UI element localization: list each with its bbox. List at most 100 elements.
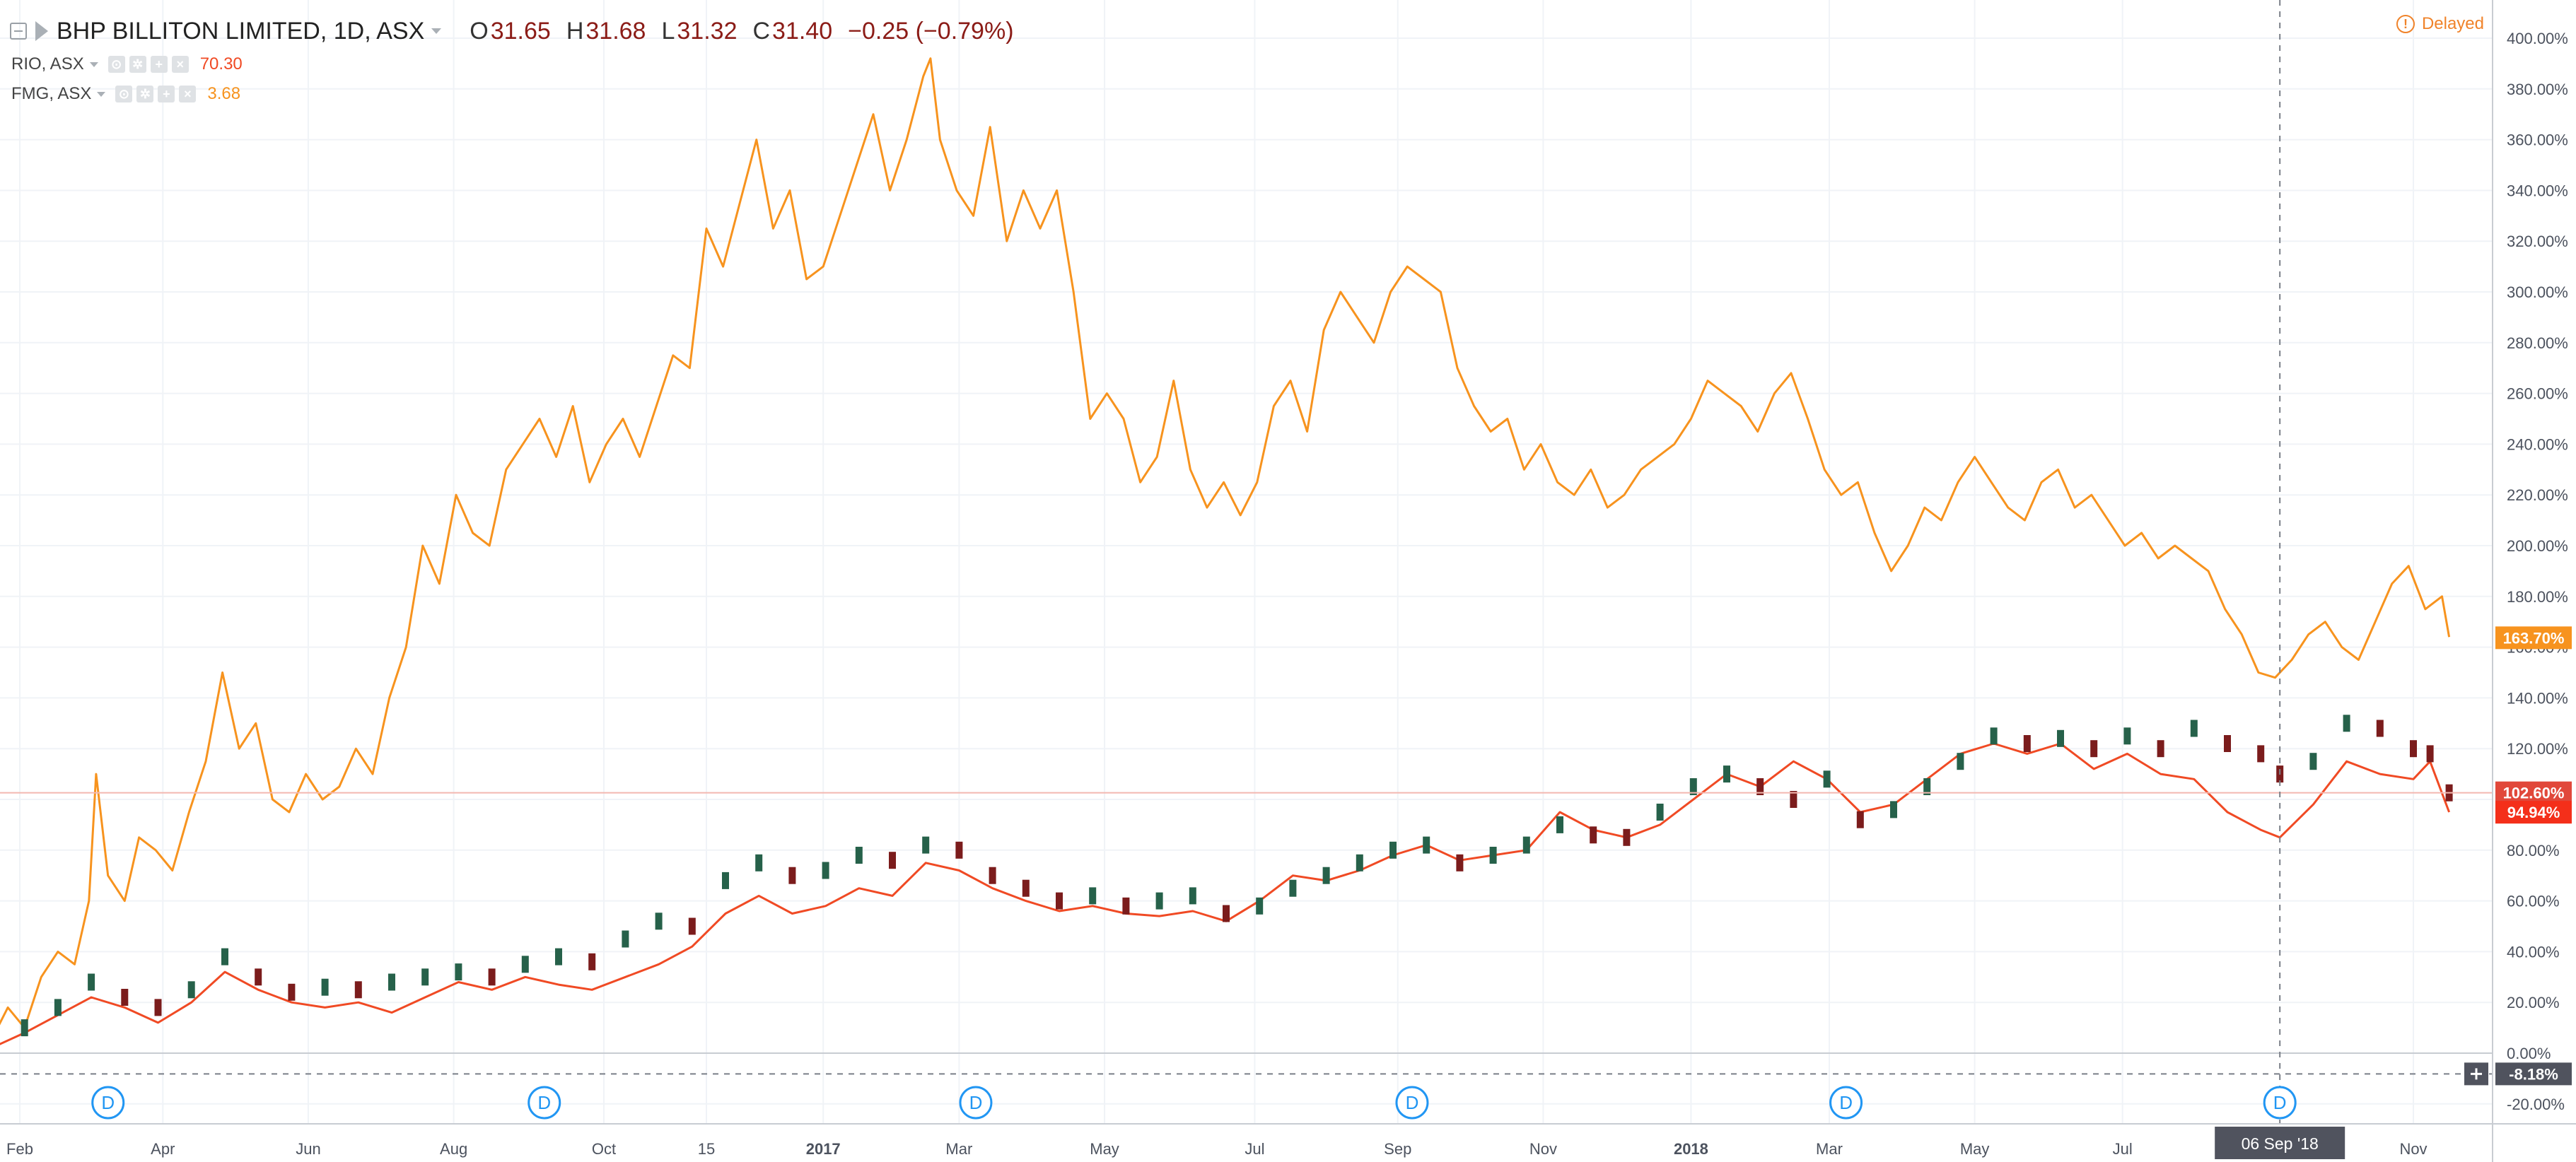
x-tick-label: 2017 — [806, 1140, 841, 1158]
crosshair-date-label: 06 Sep '18 — [2242, 1134, 2319, 1153]
low-label: L — [661, 17, 675, 45]
candle-bar — [1723, 765, 1730, 783]
candle-bar — [1189, 887, 1196, 905]
y-tick-label: 180.00% — [2507, 588, 2568, 606]
candle-bar — [21, 1019, 28, 1037]
y-tick-label: 80.00% — [2507, 842, 2560, 859]
candle-bar — [1556, 816, 1563, 833]
gear-icon[interactable]: ✲ — [136, 86, 154, 102]
close-icon[interactable]: × — [171, 56, 189, 73]
candle-bar — [1456, 854, 1464, 872]
price-tag — [2495, 1062, 2572, 1086]
chevron-down-icon[interactable] — [97, 91, 106, 97]
candle-bar — [1756, 778, 1764, 795]
candle-bar — [455, 963, 462, 981]
open-label: O — [470, 17, 489, 45]
candle-bar — [421, 968, 429, 986]
candle-bar — [221, 948, 228, 966]
y-tick-label: 120.00% — [2507, 740, 2568, 758]
price-tag-label: 163.70% — [2503, 629, 2565, 647]
series-line-fmg — [0, 57, 2451, 1029]
compare-series-legend-fmg: FMG, ASX ⊙ ✲ + × 3.68 — [10, 79, 1014, 109]
close-value: 31.40 — [772, 17, 833, 45]
candle-bar — [1322, 867, 1330, 884]
chevron-down-icon[interactable] — [89, 61, 98, 67]
candle-bar — [354, 981, 362, 999]
candle-bar — [2309, 753, 2317, 770]
y-tick-label: 360.00% — [2507, 131, 2568, 149]
candle-bar — [2224, 735, 2231, 752]
candle-bar — [521, 956, 529, 973]
price-tag — [2495, 781, 2572, 804]
price-tag-label: -8.18% — [2509, 1065, 2558, 1083]
candle-bar — [2190, 720, 2198, 737]
series-line-rio — [0, 742, 2451, 1045]
candle-bar — [722, 872, 729, 889]
y-tick-label: 320.00% — [2507, 233, 2568, 250]
candle-bar — [922, 836, 930, 854]
candle-bar — [2257, 745, 2265, 763]
x-tick-label: Mar — [1816, 1140, 1843, 1158]
collapse-icon[interactable] — [10, 23, 27, 40]
dividend-marker-label: D — [969, 1092, 983, 1113]
low-value: 31.32 — [677, 17, 738, 45]
plus-icon[interactable]: + — [150, 56, 168, 73]
candle-bar — [2410, 740, 2417, 758]
y-tick-label: 300.00% — [2507, 283, 2568, 301]
dividend-marker-label: D — [2273, 1092, 2287, 1113]
dividend-marker-label: D — [1839, 1092, 1853, 1113]
candle-bar — [989, 867, 996, 884]
candle-bar — [1256, 897, 1264, 915]
dividend-marker — [1829, 1086, 1863, 1120]
x-tick-label: Aug — [440, 1140, 467, 1158]
y-tick-label: 0.00% — [2507, 1045, 2551, 1062]
candle-bar — [1957, 753, 1964, 770]
candle-bar — [1356, 854, 1363, 872]
candle-bar — [1056, 892, 1063, 910]
candle-bar — [2123, 727, 2131, 745]
candle-bar — [622, 930, 629, 948]
gear-icon[interactable]: ✲ — [129, 56, 146, 73]
x-tick-label: Jul — [1245, 1140, 1264, 1158]
dividend-marker-label: D — [101, 1092, 115, 1113]
x-tick-label: 2018 — [1674, 1140, 1708, 1158]
candle-bar — [855, 847, 863, 864]
candle-bar — [1489, 847, 1497, 864]
candle-bar — [2426, 745, 2434, 763]
main-symbol-title[interactable]: BHP BILLITON LIMITED, 1D, ASX — [57, 17, 425, 45]
x-tick-label: Nov — [2399, 1140, 2427, 1158]
candle-bar — [655, 912, 663, 930]
candle-bar — [889, 852, 896, 869]
candle-bar — [1022, 879, 1030, 897]
candle-bar — [321, 978, 329, 996]
candle-bar — [388, 973, 395, 991]
candle-bar — [2376, 720, 2384, 737]
candle-bar — [1990, 727, 1998, 745]
compare-symbol-label[interactable]: RIO, ASX — [11, 54, 84, 74]
delayed-status[interactable]: ! Delayed — [2396, 14, 2484, 34]
dividend-marker — [2263, 1086, 2297, 1120]
exclamation-icon: ! — [2396, 15, 2415, 33]
close-label: C — [752, 17, 771, 45]
x-tick-label: Feb — [6, 1140, 33, 1158]
chevron-down-icon[interactable] — [431, 28, 442, 34]
main-series-legend: BHP BILLITON LIMITED, 1D, ASX O 31.65 H 31… — [10, 13, 1014, 49]
candle-bar — [1122, 897, 1130, 915]
eye-icon[interactable]: ⊙ — [115, 86, 133, 102]
candle-bar — [488, 968, 496, 986]
candle-bar — [1623, 828, 1631, 846]
candle-bar — [1656, 804, 1664, 821]
candle-bar — [755, 854, 763, 872]
plus-icon[interactable]: + — [158, 86, 175, 102]
y-tick-label: 60.00% — [2507, 893, 2560, 910]
change-value: −0.25 (−0.79%) — [848, 17, 1014, 45]
price-tag — [2495, 801, 2572, 824]
candle-bar — [1890, 801, 1897, 818]
compare-value: 70.30 — [199, 54, 243, 74]
x-tick-label: Jun — [296, 1140, 320, 1158]
compare-symbol-label[interactable]: FMG, ASX — [11, 84, 92, 103]
eye-icon[interactable]: ⊙ — [107, 56, 125, 73]
close-icon[interactable]: × — [179, 86, 197, 102]
candle-bar — [1155, 892, 1163, 910]
